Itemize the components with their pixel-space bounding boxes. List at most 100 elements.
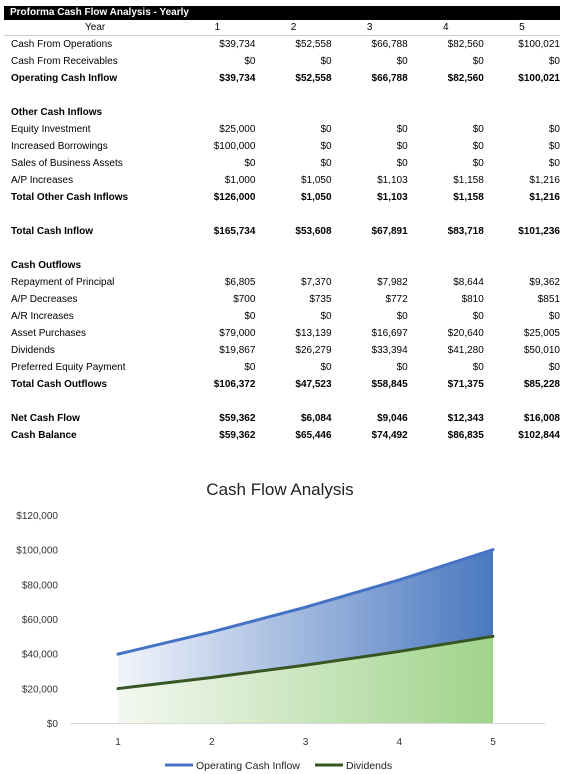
x-tick-label: 2: [209, 737, 215, 748]
row-label: Asset Purchases: [11, 328, 87, 339]
table-row: Operating Cash Inflow $39,734 $52,558 $66,7…: [4, 70, 560, 87]
year-label: Year: [4, 21, 180, 36]
row-value: $59,362: [219, 430, 256, 441]
row-value: $0: [472, 362, 484, 373]
row-label: Sales of Business Assets: [11, 158, 123, 169]
year-header-cell: 2: [255, 21, 332, 36]
row-value: [255, 206, 331, 223]
row-value: $1,103: [377, 175, 408, 186]
row-label: Dividends: [11, 345, 55, 356]
row-value: $67,891: [371, 226, 408, 237]
table-row: Increased Borrowings $100,000 $0 $0 $0 $0: [4, 138, 560, 155]
row-label: A/P Decreases: [11, 294, 78, 305]
table-row: A/P Increases $1,000 $1,050 $1,103 $1,158 $1,…: [4, 172, 560, 189]
table-row: A/R Increases $0 $0 $0 $0 $0: [4, 308, 560, 325]
y-tick-label: $120,000: [16, 511, 58, 522]
row-label: Operating Cash Inflow: [11, 73, 118, 84]
table-title: Proforma Cash Flow Analysis - Yearly: [10, 7, 189, 18]
row-value: $47,523: [295, 379, 332, 390]
data-point: [304, 663, 307, 667]
table-row: Total Other Cash Inflows $126,000 $1,050 $1…: [4, 189, 560, 206]
row-value: $16,008: [523, 413, 560, 424]
row-label: A/R Increases: [11, 311, 74, 322]
row-value: $1,216: [529, 192, 560, 203]
row-value: [332, 87, 408, 104]
row-value: $19,867: [219, 345, 256, 356]
row-value: $810: [461, 294, 484, 305]
spacer-row: [4, 240, 560, 257]
row-value: [408, 87, 484, 104]
row-value: $86,835: [447, 430, 484, 441]
row-label: Total Other Cash Inflows: [11, 192, 129, 203]
row-value: [484, 87, 560, 104]
row-value: $100,021: [518, 73, 560, 84]
row-label: Net Cash Flow: [11, 413, 80, 424]
row-label: Increased Borrowings: [11, 141, 108, 152]
row-value: $102,844: [518, 430, 560, 441]
row-value: $0: [548, 362, 560, 373]
table-row: Sales of Business Assets $0 $0 $0 $0 $0: [4, 155, 560, 172]
year-header-cell: 1: [179, 21, 256, 36]
row-value: $126,000: [213, 192, 256, 203]
chart-legend: Operating Cash Inflow Dividends: [165, 760, 392, 772]
row-value: $0: [396, 141, 408, 152]
row-value: $0: [396, 124, 408, 135]
row-value: [179, 240, 255, 257]
row-value: $71,375: [447, 379, 484, 390]
row-value: $85,228: [523, 379, 560, 390]
data-point: [304, 605, 307, 609]
row-value: $41,280: [447, 345, 484, 356]
row-value: $8,644: [453, 277, 484, 288]
row-value: $33,394: [371, 345, 408, 356]
year-header-cell: 5: [483, 21, 560, 36]
y-tick-label: $40,000: [22, 650, 59, 661]
row-value: $6,805: [224, 277, 256, 288]
row-value: $1,050: [300, 175, 332, 186]
row-value: [255, 257, 331, 274]
data-point: [116, 652, 120, 656]
row-label: [4, 393, 179, 410]
row-value: $16,697: [371, 328, 408, 339]
table-row: Net Cash Flow $59,362 $6,084 $9,046 $12,343 $…: [4, 410, 560, 427]
row-value: $106,372: [213, 379, 256, 390]
table-title-bar: Proforma Cash Flow Analysis - Yearly: [4, 6, 560, 20]
row-value: $65,446: [295, 430, 332, 441]
row-value: $0: [244, 311, 256, 322]
row-value: $0: [244, 56, 256, 67]
data-point: [491, 548, 495, 552]
row-value: $52,558: [295, 73, 332, 84]
row-value: [332, 206, 408, 223]
x-tick-label: 1: [115, 737, 121, 748]
row-value: $735: [309, 294, 332, 305]
row-value: [408, 257, 484, 274]
table-row: Total Cash Outflows $106,372 $47,523 $58,84…: [4, 376, 560, 393]
row-value: [179, 87, 255, 104]
y-tick-label: $0: [47, 719, 59, 730]
table-row: Repayment of Principal $6,805 $7,370 $7,982…: [4, 274, 560, 291]
y-tick-label: $100,000: [16, 546, 58, 557]
data-point: [116, 687, 120, 691]
row-label: [4, 240, 179, 257]
spacer-row: [4, 393, 560, 410]
table-row: Preferred Equity Payment $0 $0 $0 $0 $0: [4, 359, 560, 376]
row-value: $0: [472, 311, 484, 322]
row-value: [332, 240, 408, 257]
spacer-row: [4, 87, 560, 104]
row-value: $6,084: [300, 413, 332, 424]
year-header-cell: 4: [407, 21, 484, 36]
legend-label: Operating Cash Inflow: [196, 760, 300, 772]
row-value: $53,608: [295, 226, 332, 237]
row-value: $0: [548, 56, 560, 67]
row-value: $82,560: [447, 73, 484, 84]
table-row: A/P Decreases $700 $735 $772 $810 $851: [4, 291, 560, 308]
row-value: $0: [548, 311, 560, 322]
row-value: $165,734: [213, 226, 256, 237]
row-value: $25,005: [523, 328, 560, 339]
row-value: [484, 206, 560, 223]
table-row: Equity Investment $25,000 $0 $0 $0 $0: [4, 121, 560, 138]
row-value: $0: [472, 124, 484, 135]
row-value: [255, 87, 331, 104]
table-row: Cash From Operations $39,734 $52,558 $66,78…: [4, 36, 560, 54]
row-value: $0: [548, 158, 560, 169]
area-dividends: [118, 636, 493, 723]
